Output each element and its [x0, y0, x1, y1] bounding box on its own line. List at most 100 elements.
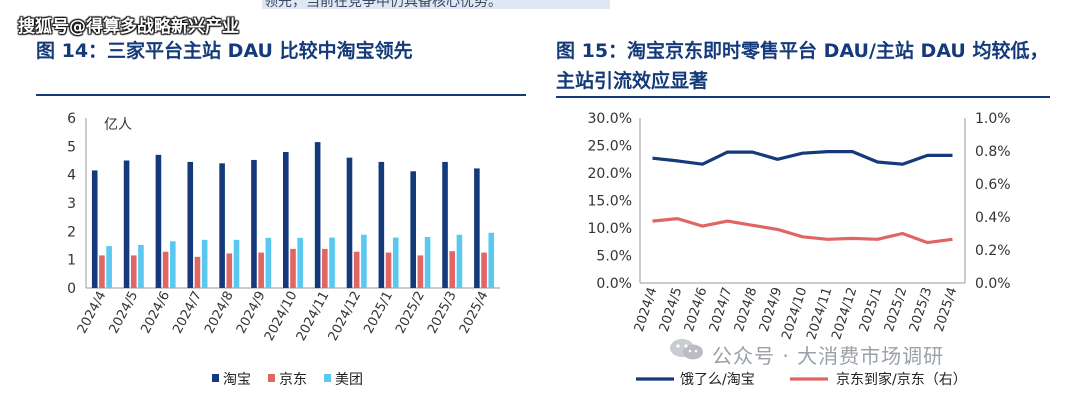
bar-京东 — [258, 252, 264, 288]
bar-美团 — [265, 237, 272, 288]
line-series-京东到家/京东（右） — [652, 217, 953, 245]
bar-y-tick-label: 3 — [67, 196, 76, 212]
top-strip-text: 领先，当前在竞争中仍具备核心优势。 — [264, 0, 502, 9]
line-legend-label: 京东到家/京东（右） — [836, 371, 967, 388]
bar-legend-swatch-淘宝 — [212, 374, 219, 382]
bar-京东 — [290, 248, 296, 288]
line-x-tick-label: 2025/3 — [907, 286, 935, 334]
line-series-饿了么/淘宝 — [652, 150, 953, 166]
bar-x-tick-label: 2024/9 — [234, 289, 269, 336]
line-left-tick-label: 15.0% — [588, 194, 632, 210]
left-chart-title: 图 14：三家平台主站 DAU 比较中淘宝领先 — [36, 40, 413, 62]
bar-淘宝 — [410, 171, 416, 288]
line-x-tick-label: 2024/6 — [682, 286, 710, 334]
line-right-tick-label: 0.2% — [975, 243, 1011, 259]
bar-美团 — [106, 246, 112, 288]
line-x-tick-label: 2025/4 — [932, 286, 960, 334]
bar-淘宝 — [219, 163, 225, 288]
bar-美团 — [424, 237, 431, 288]
bar-x-tick-label: 2024/5 — [107, 289, 142, 336]
bar-淘宝 — [314, 142, 321, 288]
bar-x-tick-label: 2024/8 — [202, 289, 237, 336]
top-strip: 领先，当前在竞争中仍具备核心优势。 — [262, 0, 610, 9]
bar-y-tick-label: 4 — [67, 168, 76, 184]
bar-淘宝 — [187, 161, 194, 288]
bar-y-tick-label: 5 — [67, 139, 76, 155]
line-left-tick-label: 25.0% — [588, 139, 632, 155]
bar-legend-swatch-京东 — [268, 374, 275, 382]
bar-京东 — [194, 256, 201, 288]
bar-美团 — [329, 237, 335, 288]
source-watermark: 搜狐号@得算多战略新兴产业 — [18, 17, 239, 37]
bar-x-tick-label: 2025/4 — [457, 289, 492, 336]
bar-京东 — [322, 248, 328, 288]
bar-美团 — [170, 241, 176, 288]
bar-x-tick-label: 2024/6 — [138, 289, 173, 336]
bar-京东 — [449, 251, 456, 288]
bar-京东 — [99, 255, 105, 288]
bar-京东 — [417, 255, 424, 288]
line-left-tick-label: 20.0% — [588, 166, 632, 182]
line-x-tick-label: 2025/2 — [882, 286, 910, 334]
bar-京东 — [353, 251, 360, 288]
bar-淘宝 — [91, 170, 98, 288]
bar-淘宝 — [474, 168, 480, 288]
bar-淘宝 — [378, 161, 385, 288]
bar-美团 — [138, 244, 144, 288]
bar-京东 — [226, 253, 233, 288]
bar-美团 — [201, 239, 208, 288]
bar-淘宝 — [283, 152, 289, 288]
bar-y-tick-label: 2 — [67, 224, 76, 240]
bar-legend-label: 淘宝 — [223, 372, 251, 388]
bar-y-tick-label: 0 — [67, 281, 76, 297]
left-title-rule — [36, 94, 526, 96]
bar-京东 — [385, 252, 392, 288]
bar-美团 — [392, 237, 399, 288]
bar-京东 — [162, 251, 169, 288]
line-left-tick-label: 10.0% — [588, 221, 632, 237]
bar-美团 — [488, 232, 495, 288]
bar-淘宝 — [251, 159, 257, 288]
bar-x-tick-label: 2025/1 — [361, 289, 396, 336]
footer-watermark: 公众号 · 大消费市场调研 — [712, 344, 945, 368]
bar-京东 — [481, 252, 487, 288]
line-x-tick-label: 2024/9 — [757, 286, 785, 334]
line-x-tick-label: 2024/7 — [707, 286, 735, 334]
line-x-tick-label: 2024/8 — [732, 286, 760, 334]
bar-淘宝 — [442, 161, 448, 288]
right-title-rule — [556, 96, 1050, 98]
bar-y-tick-label: 6 — [67, 111, 76, 127]
bar-x-tick-label: 2025/3 — [425, 289, 460, 336]
bar-legend-label: 美团 — [335, 372, 363, 388]
line-x-tick-label: 2025/1 — [857, 286, 885, 334]
line-right-tick-label: 0.4% — [975, 210, 1011, 226]
bar-x-tick-label: 2024/7 — [170, 289, 205, 336]
bar-legend-swatch-美团 — [324, 374, 331, 382]
bar-美团 — [361, 234, 367, 288]
line-left-tick-label: 30.0% — [588, 111, 632, 127]
right-chart-title: 图 15：淘宝京东即时零售平台 DAU/主站 DAU 均较低，主站引流效应显著 — [556, 40, 1049, 92]
wechat-icon — [670, 339, 703, 360]
line-x-tick-label: 2024/4 — [632, 286, 660, 334]
line-x-tick-label: 2024/5 — [657, 286, 685, 334]
bar-淘宝 — [155, 154, 162, 288]
line-right-tick-label: 0.8% — [975, 144, 1011, 160]
bar-legend-label: 京东 — [279, 372, 307, 388]
bar-unit-label: 亿人 — [104, 117, 132, 133]
bar-淘宝 — [123, 160, 130, 288]
bar-美团 — [233, 239, 240, 288]
line-right-tick-label: 1.0% — [975, 111, 1011, 127]
bar-美团 — [297, 237, 303, 288]
bar-x-tick-label: 2024/4 — [75, 289, 110, 336]
line-left-tick-label: 0.0% — [596, 276, 632, 292]
line-right-tick-label: 0.0% — [975, 276, 1011, 292]
line-legend-label: 饿了么/淘宝 — [680, 372, 755, 388]
bar-x-tick-label: 2025/2 — [393, 289, 428, 336]
line-left-tick-label: 5.0% — [596, 249, 632, 265]
bar-美团 — [456, 234, 463, 288]
bar-京东 — [130, 255, 137, 288]
line-right-tick-label: 0.6% — [975, 177, 1011, 193]
bar-淘宝 — [346, 157, 353, 288]
bar-y-tick-label: 1 — [67, 253, 76, 269]
